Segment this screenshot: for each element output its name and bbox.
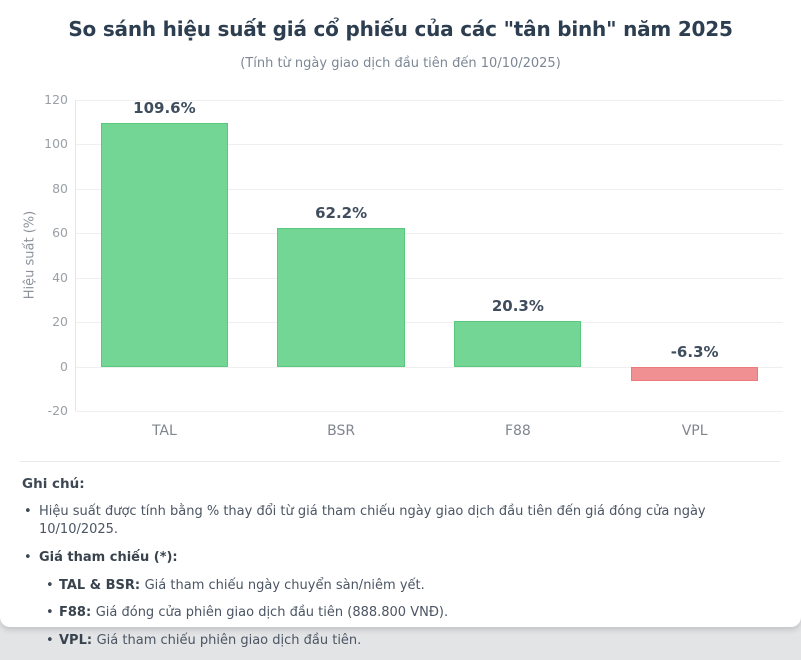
note-item: • Hiệu suất được tính bằng % thay đổi từ … <box>22 503 781 539</box>
page-title: So sánh hiệu suất giá cổ phiếu của các "… <box>68 17 733 41</box>
bullet-icon: • <box>46 605 54 621</box>
note-bold-label: F88: <box>59 605 96 621</box>
note-bold-label: TAL & BSR: <box>59 577 145 593</box>
gridline <box>76 144 783 146</box>
note-text: Hiệu suất được tính bằng % thay đổi từ g… <box>39 504 706 538</box>
y-tick-label: 40 <box>52 269 68 285</box>
gridline <box>76 233 783 235</box>
page-subtitle: (Tính từ ngày giao dịch đầu tiên đến 10/… <box>240 56 561 71</box>
y-axis-title: Hiệu suất (%) <box>22 210 38 300</box>
bar-value-label: 109.6% <box>133 99 196 118</box>
bar-value-label: 62.2% <box>315 204 368 223</box>
gridline <box>76 366 783 368</box>
bar-tal <box>100 123 228 367</box>
gridline <box>76 188 783 190</box>
y-tick-label: 100 <box>44 136 68 152</box>
note-item: • Giá tham chiếu (*): <box>22 549 781 567</box>
y-tick-label: 120 <box>44 92 68 107</box>
divider <box>20 461 780 462</box>
bullet-icon: • <box>46 577 54 593</box>
note-item: • F88: Giá đóng cửa phiên giao dịch đầu t… <box>22 604 781 622</box>
notes-section: Ghi chú: • Hiệu suất được tính bằng % tha… <box>22 476 781 660</box>
bullet-icon: • <box>24 504 32 519</box>
bar-value-label: -6.3% <box>670 342 719 361</box>
gridline <box>76 277 783 279</box>
plot-area: 120 100 80 60 40 20 0 -20 109.6% TAL 62.2% BSR 20.3%… <box>44 92 783 439</box>
x-tick-label: BSR <box>327 423 356 439</box>
note-text: Giá tham chiếu phiên giao dịch đầu tiên. <box>96 632 362 648</box>
x-tick-label: F88 <box>504 423 531 439</box>
y-tick-label: -20 <box>47 403 68 418</box>
note-bold-label: VPL: <box>59 632 97 648</box>
bar-value-label: 20.3% <box>491 297 544 316</box>
gridline <box>76 322 783 324</box>
note-item: • TAL & BSR: Giá tham chiếu ngày chuyển s… <box>22 577 781 595</box>
y-tick-label: 80 <box>52 180 68 196</box>
x-tick-label: TAL <box>151 423 177 439</box>
y-tick-label: 60 <box>52 225 68 241</box>
note-text: Giá đóng cửa phiên giao dịch đầu tiên (8… <box>95 605 449 621</box>
notes-heading: Ghi chú: <box>22 476 85 492</box>
bar-bsr <box>277 228 405 367</box>
bar-chart: Hiệu suất (%) 120 100 80 60 40 20 0 -20 109.6% TA… <box>22 92 783 439</box>
notes-list: • Hiệu suất được tính bằng % thay đổi từ … <box>22 503 781 650</box>
bullet-icon: • <box>24 549 32 565</box>
x-tick-label: VPL <box>681 423 708 439</box>
gridline <box>76 100 783 101</box>
bar-f88 <box>454 321 582 367</box>
bar-vpl <box>630 366 759 381</box>
note-text: Giá tham chiếu ngày chuyển sàn/niêm yết. <box>144 577 425 593</box>
y-tick-label: 0 <box>60 358 68 374</box>
note-bold-label: Giá tham chiếu (*): <box>39 549 178 565</box>
gridline <box>76 411 783 412</box>
y-tick-label: 20 <box>52 314 68 330</box>
